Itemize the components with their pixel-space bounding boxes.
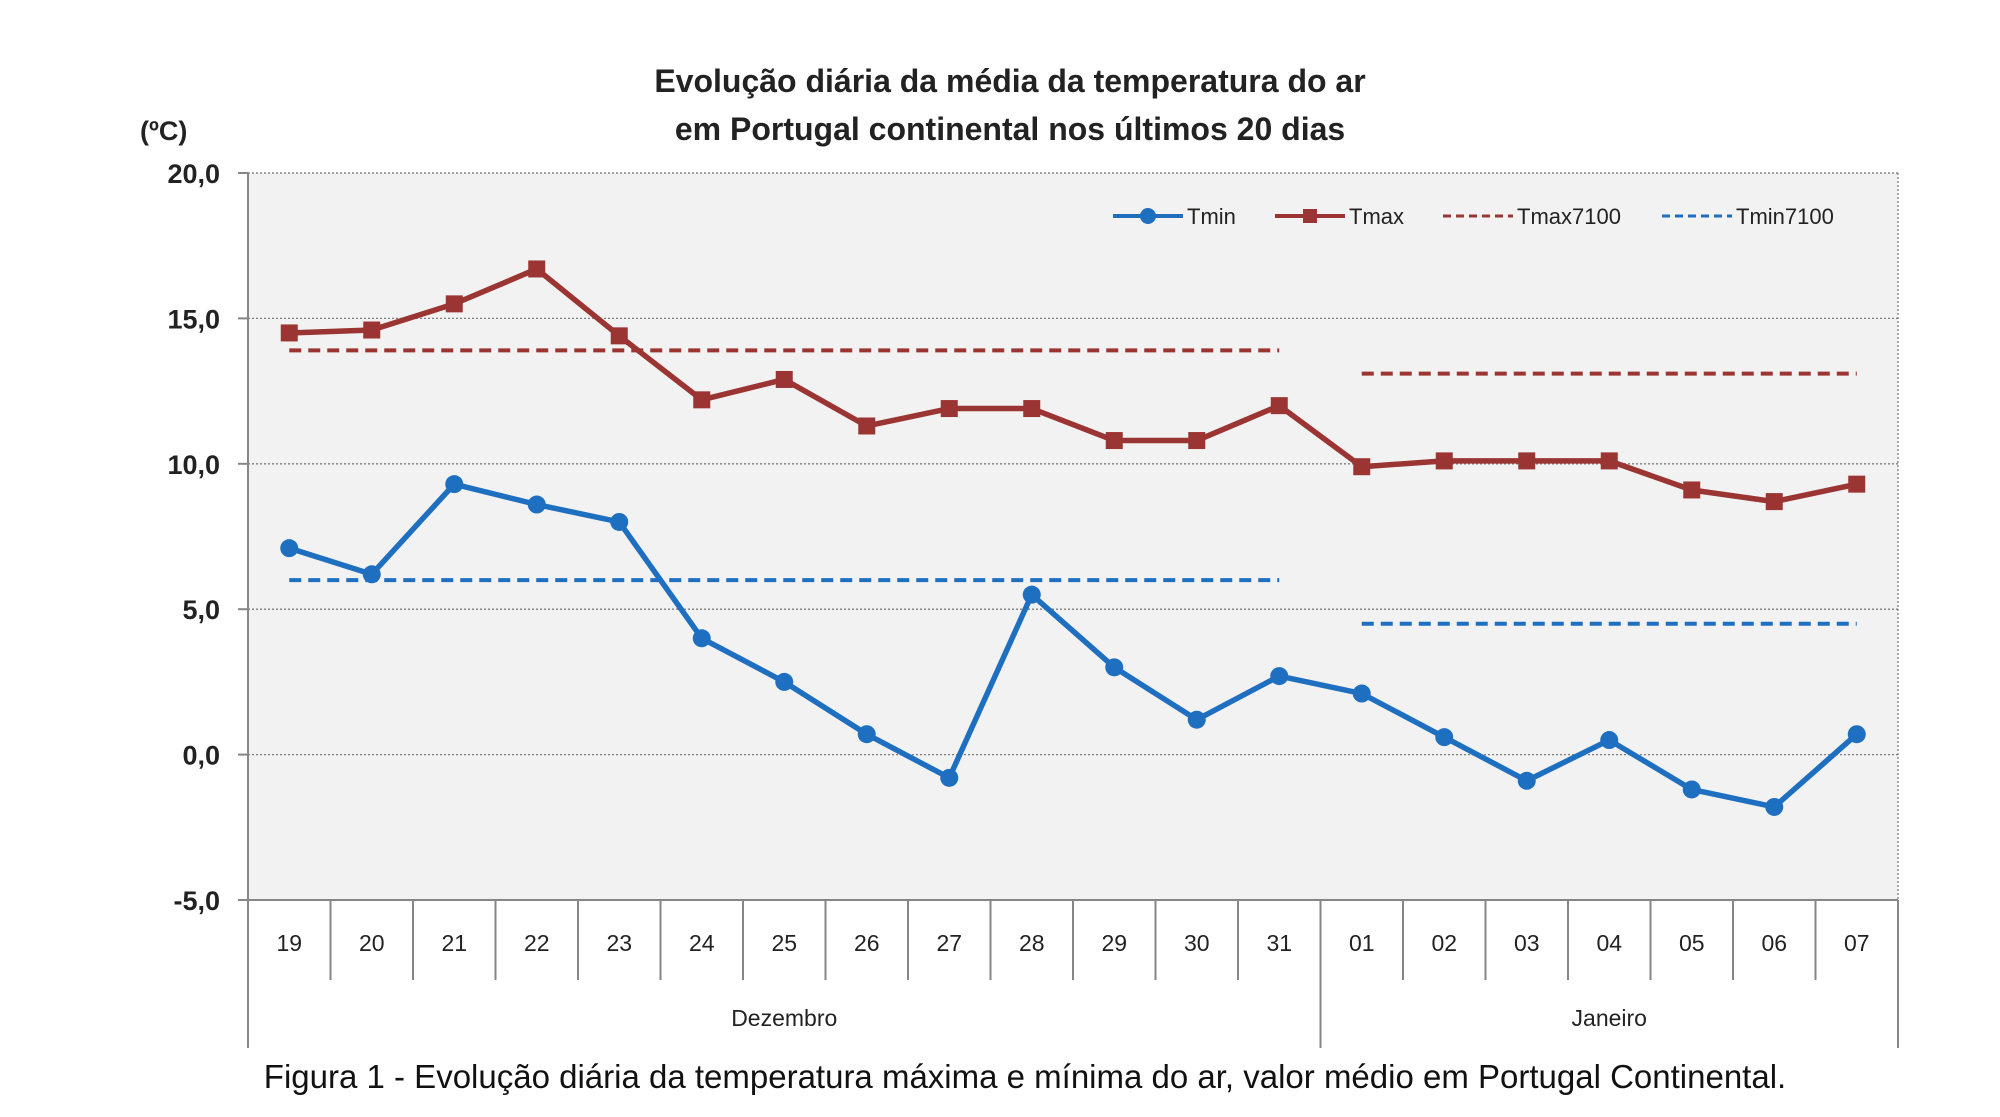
legend: Tmin Tmax Tmax7100 Tmin7100 (1113, 204, 1834, 229)
tmax-point (1188, 432, 1206, 450)
tmax-point (1600, 452, 1618, 470)
tmin-point (692, 629, 711, 648)
plot-area (248, 173, 1898, 900)
tmax-point (1105, 432, 1123, 450)
x-tick-label: 21 (441, 930, 467, 956)
tmax-line (289, 266, 1858, 505)
y-tick-label: 15,0 (167, 304, 220, 334)
x-tick-label: 25 (771, 930, 797, 956)
x-tick-label: 31 (1266, 930, 1292, 956)
x-tick-label: 24 (689, 930, 715, 956)
tmax-point (775, 370, 793, 388)
tmin-point (1022, 585, 1041, 604)
tmin-point (1682, 780, 1701, 799)
tmin-point (1187, 710, 1206, 729)
tmax-point (1683, 481, 1701, 499)
tmin-point (1847, 725, 1866, 744)
tmax-point (528, 260, 546, 278)
x-tick-label: 22 (524, 930, 550, 956)
tmax-point (280, 324, 298, 342)
tmin-point (610, 512, 629, 531)
tmin-point (1517, 771, 1536, 790)
month-label: Janeiro (1572, 1005, 1647, 1031)
y-tick-label: 0,0 (182, 741, 220, 771)
tmax-point (1518, 452, 1536, 470)
tmax-point (1435, 452, 1453, 470)
x-tick-label: 02 (1431, 930, 1457, 956)
tmin-point (1352, 684, 1371, 703)
x-tick-label: 28 (1019, 930, 1045, 956)
tmin-point (280, 539, 299, 558)
legend-label-tmax7100: Tmax7100 (1517, 204, 1621, 229)
tmin-point (445, 475, 464, 494)
x-tick-label: 19 (276, 930, 302, 956)
x-tick-label: 26 (854, 930, 880, 956)
tmax-point (1023, 400, 1041, 418)
tmax-point (445, 295, 463, 313)
x-tick-label: 07 (1844, 930, 1870, 956)
x-tick-label: 03 (1514, 930, 1540, 956)
y-axis-unit-label: (ºC) (140, 116, 187, 146)
legend-marker-tmin (1140, 208, 1156, 224)
tmax-point (940, 400, 958, 418)
x-tick-label: 29 (1101, 930, 1127, 956)
figure-caption: Figura 1 - Evolução diária da temperatur… (264, 1058, 1786, 1095)
month-label: Dezembro (731, 1005, 837, 1031)
x-tick-label: 05 (1679, 930, 1705, 956)
tmin-line (288, 481, 1859, 810)
series (280, 260, 1866, 816)
tmax-point (1848, 475, 1866, 493)
x-tick-label: 20 (359, 930, 385, 956)
y-tick-labels: 20,0 15,0 10,0 5,0 0,0 -5,0 (167, 159, 220, 916)
y-tick-label: 20,0 (167, 159, 220, 189)
y-tick-label: 5,0 (182, 595, 220, 625)
x-tick-label: 23 (606, 930, 632, 956)
tmax-point (1270, 397, 1288, 415)
x-tick-label: 27 (936, 930, 962, 956)
axes (238, 172, 1899, 1048)
legend-marker-tmax (1303, 209, 1317, 223)
tmax-point (1765, 493, 1783, 511)
tmin-point (857, 725, 876, 744)
legend-label-tmax: Tmax (1349, 204, 1404, 229)
tmin-point (775, 672, 794, 691)
tmax-point (363, 321, 381, 339)
x-tick-labels: 19 20 21 22 23 24 25 26 27 28 29 30 31 01 02 03 04 05 06 07 (276, 930, 1869, 956)
legend-label-tmin: Tmin (1187, 204, 1236, 229)
chart-title-line-2: em Portugal continental nos últimos 20 d… (675, 111, 1345, 147)
tmax-point (610, 327, 628, 345)
tmin-point (362, 565, 381, 584)
chart-title-line-1: Evolução diária da média da temperatura … (654, 63, 1365, 99)
y-tick-label: -5,0 (173, 886, 220, 916)
gridlines (248, 172, 1899, 900)
tmin-point (1270, 667, 1289, 686)
x-tick-label: 01 (1349, 930, 1375, 956)
y-tick-label: 10,0 (167, 450, 220, 480)
tmin-point (1435, 728, 1454, 747)
tmax-point (693, 391, 711, 409)
month-labels: Dezembro Janeiro (731, 1005, 1647, 1031)
tmax-point (1353, 458, 1371, 476)
tmin-point (527, 495, 546, 514)
x-tick-label: 30 (1184, 930, 1210, 956)
x-tick-label: 06 (1761, 930, 1787, 956)
tmin-point (940, 768, 959, 787)
legend-label-tmin7100: Tmin7100 (1736, 204, 1834, 229)
tmax-point (858, 417, 876, 435)
tmin-point (1765, 797, 1784, 816)
tmin-point (1600, 731, 1619, 750)
x-tick-label: 04 (1596, 930, 1622, 956)
tmin-point (1105, 658, 1124, 677)
